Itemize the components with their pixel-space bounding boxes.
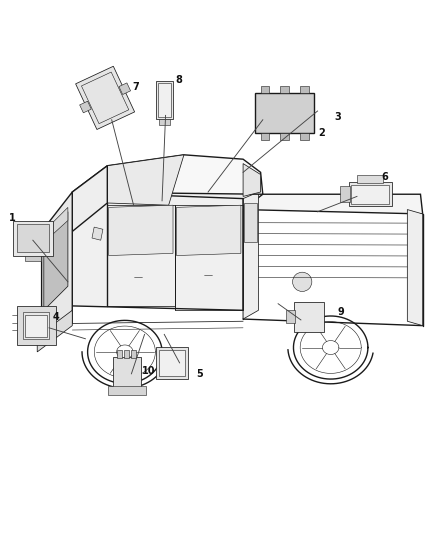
Bar xyxy=(158,83,171,117)
Text: 2: 2 xyxy=(318,128,325,138)
Bar xyxy=(300,86,309,93)
Bar xyxy=(117,350,122,358)
Text: 1: 1 xyxy=(9,213,16,223)
Bar xyxy=(349,182,392,206)
Bar xyxy=(17,306,56,345)
Text: 6: 6 xyxy=(381,172,388,182)
Text: 4: 4 xyxy=(53,312,60,322)
Bar xyxy=(23,312,49,339)
Polygon shape xyxy=(76,66,134,130)
Text: 10: 10 xyxy=(142,366,155,376)
Polygon shape xyxy=(107,155,184,205)
Bar xyxy=(280,133,289,140)
Bar xyxy=(280,86,289,93)
Bar xyxy=(25,314,47,336)
Text: 9: 9 xyxy=(337,308,344,318)
Ellipse shape xyxy=(179,369,183,374)
Bar xyxy=(244,203,257,243)
Text: 7: 7 xyxy=(132,82,139,92)
Bar xyxy=(124,350,129,358)
Polygon shape xyxy=(109,205,173,255)
Bar xyxy=(159,350,185,376)
Polygon shape xyxy=(72,155,263,310)
Bar xyxy=(17,224,49,252)
Bar xyxy=(156,82,173,119)
Polygon shape xyxy=(72,155,263,194)
Ellipse shape xyxy=(293,272,312,292)
Polygon shape xyxy=(72,166,107,231)
Bar xyxy=(357,175,383,183)
Bar xyxy=(261,133,269,140)
Polygon shape xyxy=(37,310,72,352)
Bar xyxy=(25,255,41,261)
Bar xyxy=(156,347,188,378)
Ellipse shape xyxy=(161,352,166,356)
Bar xyxy=(351,185,389,204)
Text: 5: 5 xyxy=(196,369,203,379)
Bar xyxy=(108,386,145,395)
Polygon shape xyxy=(407,209,423,326)
Polygon shape xyxy=(92,227,103,240)
Polygon shape xyxy=(243,164,261,197)
Polygon shape xyxy=(243,194,423,214)
Bar xyxy=(113,358,141,390)
Bar xyxy=(175,205,243,310)
Polygon shape xyxy=(44,207,68,243)
Bar xyxy=(294,302,324,332)
Bar xyxy=(107,205,175,306)
Polygon shape xyxy=(80,101,91,113)
Ellipse shape xyxy=(179,352,183,356)
Polygon shape xyxy=(243,192,258,319)
Bar xyxy=(294,302,324,317)
Bar xyxy=(131,350,136,358)
Polygon shape xyxy=(119,83,131,94)
Bar xyxy=(255,93,314,133)
Polygon shape xyxy=(44,212,68,310)
Bar xyxy=(159,119,170,125)
Text: 3: 3 xyxy=(334,112,341,122)
Polygon shape xyxy=(42,192,72,345)
Bar xyxy=(300,133,309,140)
Ellipse shape xyxy=(161,369,166,374)
Bar xyxy=(261,86,269,93)
Text: 8: 8 xyxy=(175,75,182,85)
Bar xyxy=(13,221,53,255)
Bar xyxy=(286,310,295,324)
Polygon shape xyxy=(177,205,241,255)
Bar xyxy=(340,187,350,202)
